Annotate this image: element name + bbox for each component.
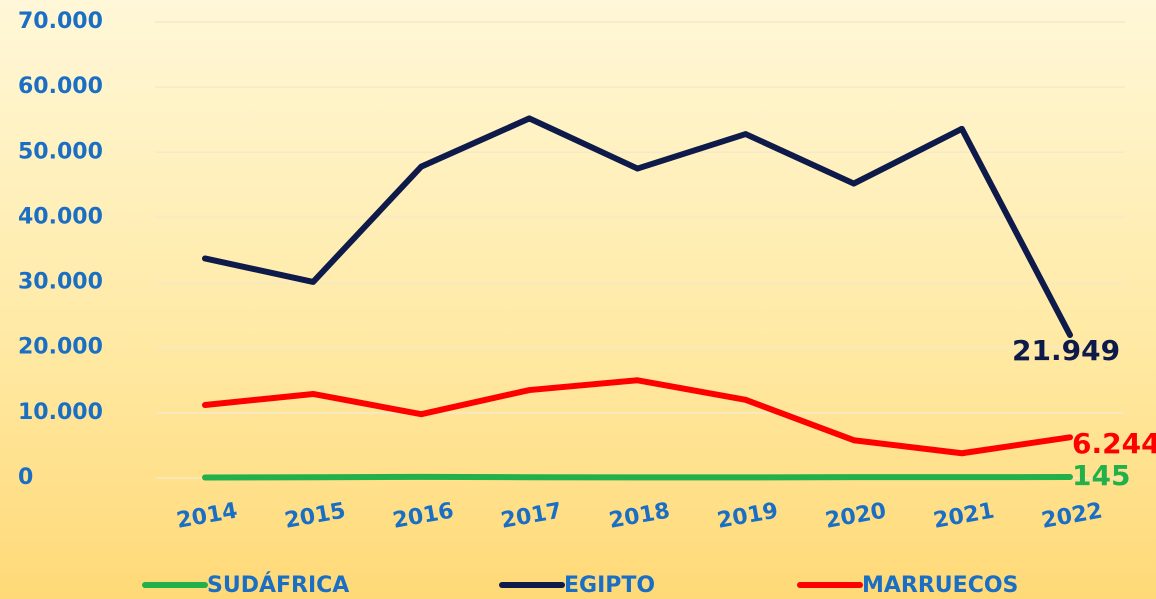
x-tick-label: 2015: [283, 499, 348, 534]
page: 0 10.000 20.000 30.000 40.000 50.000 60.000 70.…: [0, 0, 1156, 599]
x-tick-label: 2018: [607, 499, 672, 534]
x-tick-label: 2016: [391, 499, 456, 534]
y-tick-label: 40.000: [18, 204, 103, 229]
y-tick-label: 10.000: [18, 400, 103, 425]
data-label: 21.949: [1012, 334, 1120, 367]
y-tick-label: 20.000: [18, 335, 103, 360]
chart: 0 10.000 20.000 30.000 40.000 50.000 60.000 70.…: [0, 0, 1156, 599]
data-label: 6.244: [1072, 427, 1156, 460]
x-tick-label: 2019: [715, 499, 780, 534]
series-line: [205, 380, 1070, 453]
y-tick-label: 70.000: [18, 9, 103, 34]
legend-label: MARRUECOS: [862, 573, 1018, 598]
legend-label: EGIPTO: [564, 573, 655, 598]
data-label: 145: [1072, 459, 1130, 492]
x-tick-label: 2017: [499, 499, 564, 534]
x-tick-label: 2021: [932, 499, 997, 534]
y-tick-label: 60.000: [18, 74, 103, 99]
x-tick-label: 2014: [175, 499, 240, 534]
x-tick-label: 2022: [1040, 499, 1105, 534]
legend-label: SUDÁFRICA: [207, 572, 349, 598]
series-line: [205, 477, 1070, 478]
y-tick-label: 30.000: [18, 270, 103, 295]
y-tick-label: 0: [18, 465, 33, 490]
series-line: [205, 118, 1070, 335]
y-tick-label: 50.000: [18, 139, 103, 164]
x-tick-label: 2020: [823, 499, 888, 534]
